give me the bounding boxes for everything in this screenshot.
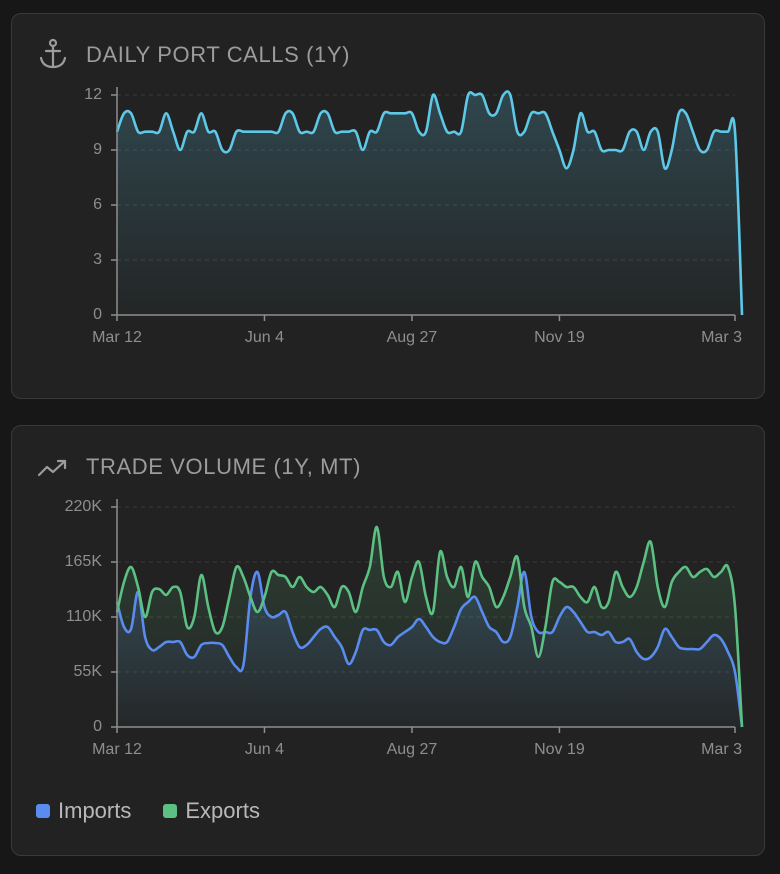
chart-title: TRADE VOLUME (1Y, MT) (86, 454, 361, 479)
legend-swatch (163, 804, 178, 818)
line (115, 90, 744, 316)
x-tick-label: Mar 12 (92, 329, 142, 346)
card: TRADE VOLUME (1Y, MT) 0 55K 110K 165K 220K Ma… (11, 425, 765, 856)
chart: TRADE VOLUME (1Y, MT) 0 55K 110K 165K 220K Ma… (37, 454, 744, 758)
y-tick-label: 0 (93, 306, 102, 323)
legend-label: Imports (58, 798, 132, 823)
y-tick-label: 55K (74, 663, 103, 680)
x-tick-label: Mar 12 (92, 741, 142, 758)
trend-icon (37, 459, 67, 477)
y-tick-label: 12 (84, 86, 102, 103)
line (115, 570, 744, 728)
legend-item: Exports (163, 798, 260, 824)
card: DAILY PORT CALLS (1Y) 0 3 6 9 12 Mar 12 Jun 4 A… (11, 13, 765, 399)
line (115, 525, 744, 728)
legend-item: Imports (36, 798, 131, 824)
x-tick-label: Aug 27 (387, 741, 438, 758)
x-tick-label: Nov 19 (534, 741, 585, 758)
y-tick-label: 220K (65, 498, 103, 515)
anchor-icon (39, 38, 67, 69)
x-tick-label: Jun 4 (245, 329, 284, 346)
x-tick-label: Mar 3 (701, 741, 742, 758)
x-tick-label: Aug 27 (387, 329, 438, 346)
trend-icon-arrow (56, 459, 67, 470)
y-tick-label: 9 (93, 141, 102, 158)
chart: DAILY PORT CALLS (1Y) 0 3 6 9 12 Mar 12 Jun 4 A… (39, 38, 744, 346)
y-tick-label: 6 (93, 196, 102, 213)
y-tick-label: 110K (66, 608, 103, 625)
y-tick-label: 3 (93, 251, 102, 268)
area-fill (117, 91, 743, 316)
x-tick-label: Jun 4 (245, 741, 284, 758)
area-fill (117, 526, 743, 727)
x-tick-label: Nov 19 (534, 329, 585, 346)
x-tick-label: Mar 3 (701, 329, 742, 346)
y-tick-label: 0 (93, 718, 102, 735)
legend-swatch (36, 804, 50, 818)
y-tick-label: 165K (65, 553, 103, 570)
legend-label: Exports (185, 798, 260, 823)
chart-title: DAILY PORT CALLS (1Y) (86, 42, 350, 67)
legend: Imports Exports (36, 798, 260, 824)
